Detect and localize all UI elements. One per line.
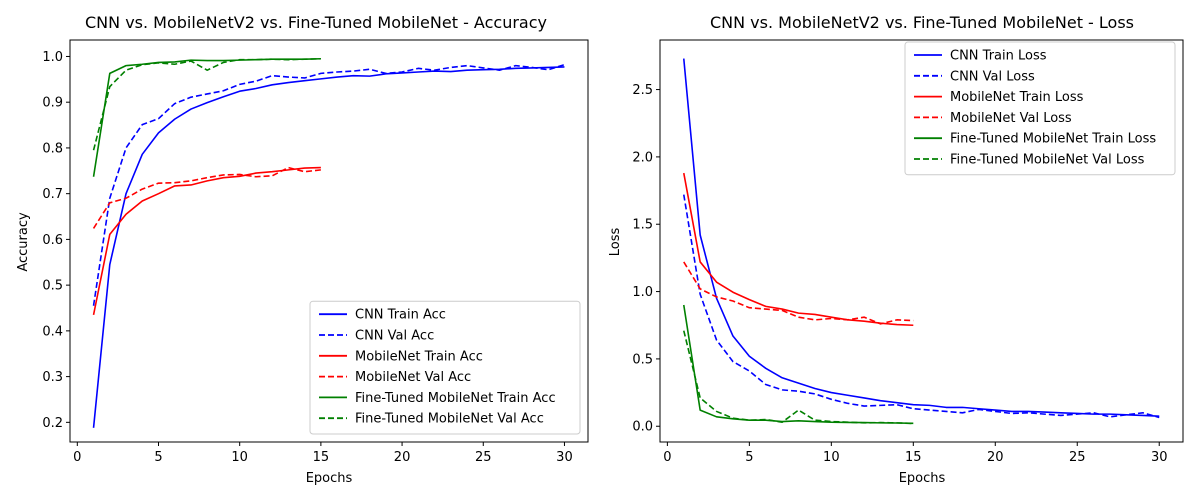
accuracy-x-tick-label-6: 30 [556,450,573,465]
accuracy-y-tick-label-7: 0.9 [42,96,63,111]
accuracy-series-line-4 [92,57,321,177]
accuracy-legend-label-5: Fine-Tuned MobileNet Val Acc [355,412,544,427]
loss-y-tick-label-3: 1.5 [632,218,653,233]
loss-legend-label-4: Fine-Tuned MobileNet Train Loss [950,132,1156,147]
loss-y-tick-label-1: 0.5 [632,352,653,367]
accuracy-series-line-3 [92,166,321,229]
accuracy-series-line-5 [92,57,321,151]
accuracy-chart-title: CNN vs. MobileNetV2 vs. Fine-Tuned Mobil… [85,13,547,32]
accuracy-legend [309,300,581,435]
accuracy-y-tick-label-1: 0.3 [42,370,63,385]
loss-y-tick-label-5: 2.5 [632,83,653,98]
loss-series-line-5 [682,330,914,425]
loss-legend-label-1: CNN Val Loss [950,69,1035,84]
accuracy-y-tick-label-0: 0.2 [42,416,63,431]
accuracy-y-tick-label-6: 0.8 [42,141,63,156]
loss-x-tick-label-2: 10 [823,450,840,465]
loss-chart: CNN vs. MobileNetV2 vs. Fine-Tuned Mobil… [608,13,1184,486]
accuracy-plot-frame [69,39,589,443]
loss-y-tick-label-4: 2.0 [632,150,653,165]
accuracy-y-tick-label-8: 1.0 [42,50,63,65]
accuracy-x-axis-label: Epochs [306,471,353,486]
loss-x-tick-label-1: 5 [745,450,753,465]
accuracy-y-tick-label-5: 0.7 [42,187,63,202]
accuracy-legend-label-3: MobileNet Val Acc [355,370,471,385]
accuracy-chart: CNN vs. MobileNetV2 vs. Fine-Tuned Mobil… [16,13,589,486]
loss-x-tick-label-6: 30 [1151,450,1168,465]
loss-legend-label-5: Fine-Tuned MobileNet Val Loss [950,153,1145,168]
loss-series-line-3 [683,261,914,325]
accuracy-legend-label-4: Fine-Tuned MobileNet Train Acc [355,391,556,406]
loss-legend-label-0: CNN Train Loss [950,49,1047,64]
loss-legend-label-2: MobileNet Train Loss [950,90,1084,105]
loss-y-tick-label-0: 0.0 [632,420,653,435]
accuracy-series-line-1 [92,63,565,306]
loss-x-axis-label: Epochs [899,471,946,486]
loss-y-axis-label: Loss [608,228,623,257]
accuracy-legend-label-0: CNN Train Acc [355,308,446,323]
accuracy-y-tick-label-4: 0.6 [42,233,63,248]
accuracy-legend-label-2: MobileNet Train Acc [355,349,483,364]
loss-plot-frame [659,39,1184,443]
loss-x-tick-label-0: 0 [663,450,671,465]
accuracy-x-tick-label-4: 20 [394,450,411,465]
loss-series-line-1 [682,194,1160,419]
loss-legend-label-3: MobileNet Val Loss [950,111,1072,126]
loss-x-tick-label-5: 25 [1069,450,1086,465]
accuracy-x-tick-label-3: 15 [313,450,330,465]
accuracy-series-line-0 [92,66,565,428]
accuracy-y-tick-label-2: 0.4 [42,324,63,339]
loss-series-line-2 [682,172,914,327]
accuracy-x-tick-label-5: 25 [475,450,492,465]
accuracy-x-tick-label-1: 5 [154,450,162,465]
accuracy-x-tick-label-2: 10 [231,450,248,465]
loss-y-tick-label-2: 1.0 [632,285,653,300]
loss-x-tick-label-4: 20 [987,450,1004,465]
loss-chart-title: CNN vs. MobileNetV2 vs. Fine-Tuned Mobil… [710,13,1134,32]
accuracy-x-tick-label-0: 0 [73,450,81,465]
loss-x-tick-label-3: 15 [905,450,922,465]
accuracy-y-tick-label-3: 0.5 [42,279,63,294]
accuracy-y-axis-label: Accuracy [16,212,31,272]
loss-legend [904,41,1176,176]
accuracy-legend-label-1: CNN Val Acc [355,329,434,344]
